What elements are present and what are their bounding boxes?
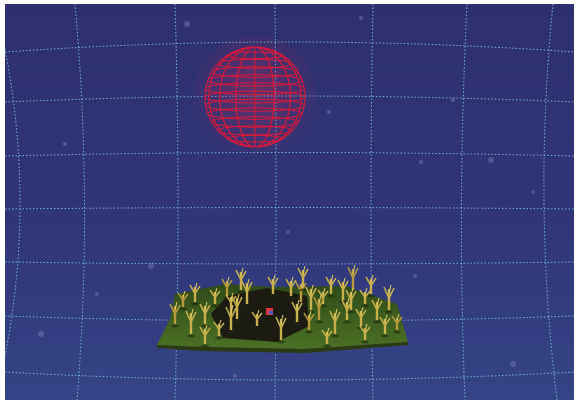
scene-canvas[interactable] (5, 4, 574, 400)
tree-icon (235, 267, 247, 294)
particle (327, 110, 331, 114)
tree-icon (275, 314, 287, 344)
tree-icon (313, 294, 325, 324)
tree-icon (267, 274, 279, 298)
particle (419, 160, 423, 164)
tree-icon (251, 309, 263, 330)
tree-icon (383, 284, 395, 314)
particle (451, 98, 455, 102)
particle (488, 157, 494, 163)
grid-line-horizontal (5, 41, 574, 53)
particle (148, 263, 154, 269)
tree-icon (221, 276, 233, 300)
grid-line-vertical (543, 4, 558, 400)
player-marker-icon[interactable] (266, 308, 273, 315)
grid-line-horizontal (5, 371, 574, 381)
tree-icon (177, 290, 189, 311)
tree-icon (297, 265, 309, 292)
grid-line-vertical (460, 4, 468, 400)
tree-icon (365, 274, 377, 298)
particle (510, 361, 516, 367)
tree-icon (185, 308, 197, 338)
3d-viewport[interactable] (5, 4, 574, 400)
tree-icon (291, 299, 303, 326)
grid-line-vertical (74, 4, 86, 400)
grid-line-horizontal (5, 152, 574, 157)
tree-icon (213, 319, 225, 340)
particle (359, 16, 363, 20)
tree-icon (241, 278, 253, 308)
particle (413, 274, 417, 278)
particle (63, 142, 67, 146)
tree-icon (189, 282, 201, 306)
particle (184, 21, 190, 27)
particle (95, 292, 99, 296)
tree-icon (305, 284, 317, 314)
tree-icon (285, 276, 297, 300)
tree-icon (345, 287, 357, 314)
tree-group (169, 264, 403, 348)
tree-icon (209, 287, 221, 308)
wireframe-sphere-icon[interactable] (193, 35, 317, 159)
grid-line-horizontal (5, 261, 574, 265)
particle (233, 374, 237, 378)
tree-icon (169, 301, 181, 328)
tree-icon (359, 323, 371, 344)
tree-icon (391, 313, 403, 334)
grid-line-vertical (5, 46, 21, 359)
particle (286, 230, 290, 234)
tree-icon (329, 308, 341, 338)
grid-line-horizontal (5, 207, 574, 210)
tree-icon (321, 327, 333, 348)
tree-icon (231, 293, 243, 323)
tree-icon (325, 274, 337, 298)
tree-icon (199, 301, 211, 328)
particle (531, 190, 535, 194)
tree-icon (225, 304, 237, 334)
tree-icon (199, 324, 211, 348)
particle (38, 331, 44, 337)
tree-icon (371, 297, 383, 324)
ambient-particles (38, 16, 535, 378)
tree-icon (355, 306, 367, 330)
tree-icon (359, 287, 371, 308)
tree-icon (379, 314, 391, 338)
tree-icon (303, 310, 315, 334)
tree-icon (225, 292, 237, 313)
